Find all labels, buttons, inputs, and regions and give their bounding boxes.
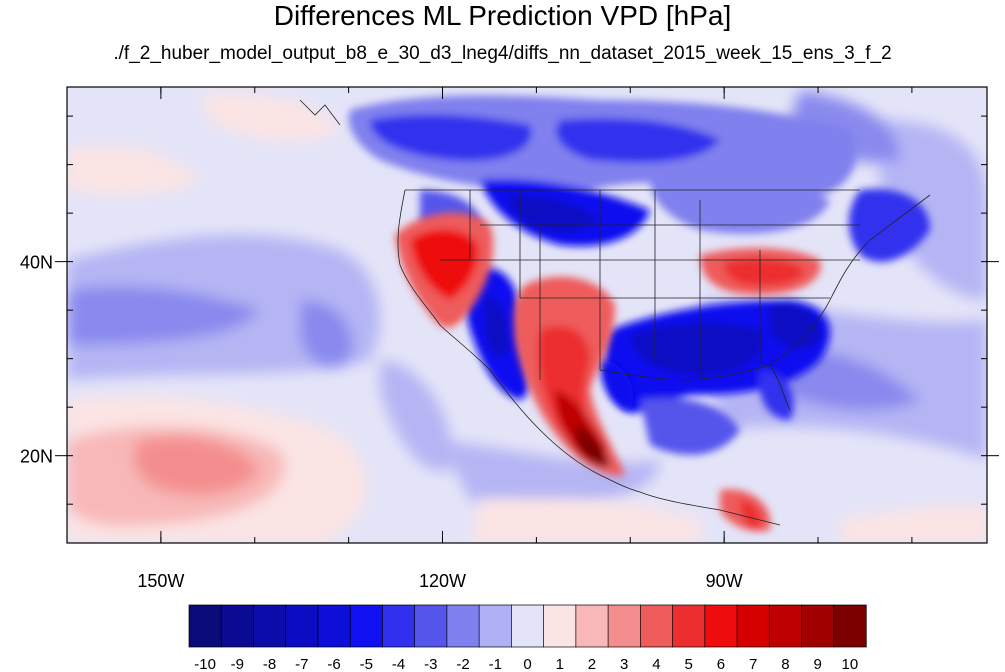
colorbar-label: 9 [813,656,821,672]
colorbar-swatch [414,604,448,648]
colorbar-swatch [317,604,351,648]
colorbar-label: -9 [231,656,244,672]
map-frame [66,86,988,544]
colorbar-swatch [543,604,577,648]
colorbar-label: 1 [556,656,564,672]
coastlines [299,99,931,526]
colorbar-swatch [220,604,255,648]
map-field [67,87,987,543]
colorbar-swatch [575,604,609,648]
colorbar-swatch [768,604,803,648]
colorbar-swatch [801,604,835,648]
colorbar-label: 4 [652,656,660,672]
colorbar-label: 6 [717,656,725,672]
colorbar-label: 8 [781,656,789,672]
colorbar-swatch [704,604,738,648]
colorbar-swatch [607,604,641,648]
colorbar-label: -6 [327,656,340,672]
y-tick-label: 40N [20,253,53,273]
colorbar-swatch [188,604,222,648]
colorbar-swatch [285,604,319,648]
colorbar-label: 10 [842,656,859,672]
x-tick-label: 150W [137,571,184,591]
colorbar-swatch [349,604,384,648]
colorbar-label: -2 [456,656,469,672]
colorbar-label: 5 [685,656,693,672]
colorbar-label: -3 [424,656,437,672]
colorbar-label: 0 [523,656,531,672]
colorbar-swatch [446,604,480,648]
colorbar-swatch [736,604,770,648]
x-tick-label: 90W [706,571,743,591]
colorbar-label: 3 [620,656,628,672]
colorbar-swatch [639,604,674,648]
colorbar-label: -5 [360,656,373,672]
colorbar-swatch [833,604,867,648]
colorbar-label: -7 [295,656,308,672]
colorbar-swatch [253,604,287,648]
chart-subtitle: ./f_2_huber_model_output_b8_e_30_d3_lneg… [113,43,892,64]
chart-title: Differences ML Prediction VPD [hPa] [273,0,732,31]
colorbar-label: -4 [392,656,405,672]
colorbar-swatch [672,604,706,648]
y-tick-label: 20N [20,447,53,467]
colorbar-label: -8 [263,656,276,672]
colorbar-label: -10 [194,656,216,672]
colorbar-label: 2 [588,656,596,672]
colorbar-swatch [382,604,416,648]
colorbar-label: -1 [489,656,502,672]
colorbar-swatch [478,604,513,648]
axis-ticks: 150W 120W 90W 40N 20N [20,87,999,591]
colorbar: -10 -9 -8 -7 -6 -5 -4 -3 -2 -1 0 1 2 3 4 5 6 7 8 9 10 [188,604,867,672]
x-tick-label: 120W [419,571,466,591]
colorbar-label: 7 [749,656,757,672]
colorbar-swatch [511,604,545,648]
